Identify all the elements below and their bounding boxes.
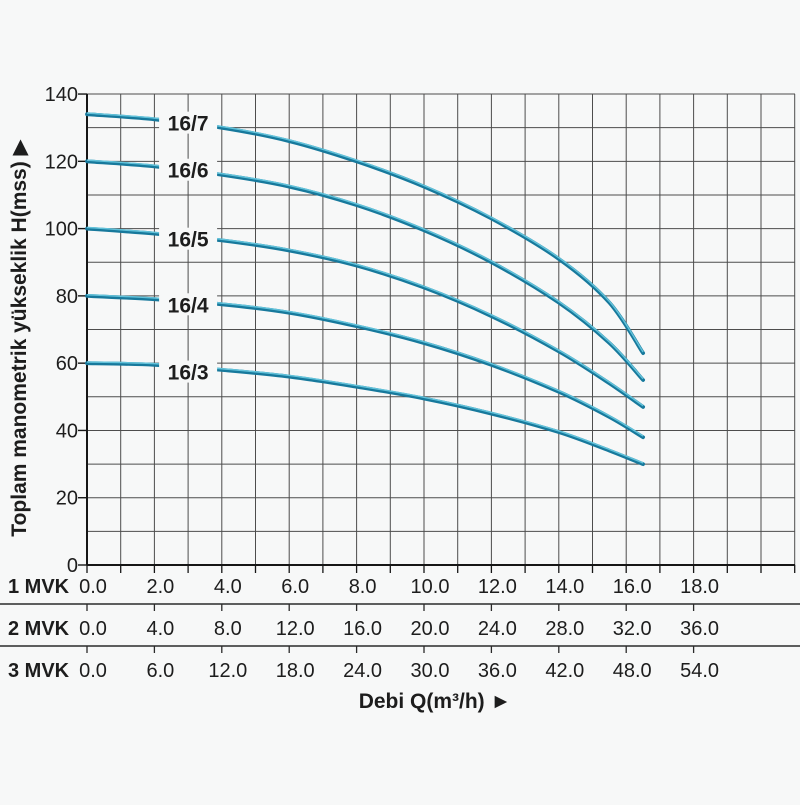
x-tick-label: 28.0	[545, 618, 584, 640]
curve-label-halo	[159, 293, 218, 316]
curve-label: 16/3	[168, 362, 209, 385]
x-tick-label: 4.0	[146, 618, 174, 640]
x-tick-label: 18.0	[276, 660, 315, 682]
x-tick-label: 16.0	[343, 618, 382, 640]
curve-label-halo	[159, 158, 218, 181]
scale-row-label: 1 MVK	[8, 576, 70, 598]
x-tick-label: 12.0	[478, 576, 517, 598]
x-tick-label: 42.0	[545, 660, 584, 682]
x-tick-label: 14.0	[545, 576, 584, 598]
y-tick-label: 20	[56, 488, 78, 510]
x-tick-label: 32.0	[613, 618, 652, 640]
curve-label-halo	[159, 227, 218, 250]
scale-row-label: 2 MVK	[8, 618, 70, 640]
x-tick-label: 0.0	[79, 576, 107, 598]
x-tick-label: 6.0	[146, 660, 174, 682]
scale-row-label: 3 MVK	[8, 660, 70, 682]
x-tick-label: 4.0	[214, 576, 242, 598]
y-tick-label: 40	[56, 420, 78, 442]
curve-label: 16/4	[168, 294, 209, 317]
y-tick-label: 120	[45, 151, 78, 173]
x-tick-label: 0.0	[79, 660, 107, 682]
x-tick-label: 24.0	[343, 660, 382, 682]
x-tick-label: 20.0	[411, 618, 450, 640]
x-tick-label: 2.0	[146, 576, 174, 598]
y-tick-label: 0	[67, 555, 78, 577]
x-tick-label: 24.0	[478, 618, 517, 640]
x-tick-label: 36.0	[478, 660, 517, 682]
x-tick-label: 6.0	[281, 576, 309, 598]
x-tick-label: 54.0	[680, 660, 719, 682]
curve-label: 16/5	[168, 229, 209, 252]
x-tick-label: 36.0	[680, 618, 719, 640]
x-tick-label: 16.0	[613, 576, 652, 598]
curve-label: 16/7	[168, 113, 209, 136]
curve-label-halo	[159, 360, 218, 383]
y-tick-label: 140	[45, 84, 78, 106]
y-axis-title: Toplam manometrik yükseklik H(mss) ▶	[8, 138, 31, 536]
x-tick-label: 8.0	[214, 618, 242, 640]
x-tick-label: 48.0	[613, 660, 652, 682]
y-tick-label: 80	[56, 286, 78, 308]
y-tick-label: 60	[56, 353, 78, 375]
y-tick-label: 100	[45, 219, 78, 241]
x-tick-label: 18.0	[680, 576, 719, 598]
x-tick-label: 30.0	[411, 660, 450, 682]
curve-label: 16/6	[168, 160, 209, 183]
x-tick-label: 8.0	[349, 576, 377, 598]
x-tick-label: 12.0	[276, 618, 315, 640]
x-axis-title: Debi Q(m³/h) ►	[359, 690, 512, 713]
x-tick-label: 10.0	[411, 576, 450, 598]
curve-label-halo	[159, 111, 218, 134]
x-tick-label: 0.0	[79, 618, 107, 640]
x-tick-label: 12.0	[208, 660, 247, 682]
